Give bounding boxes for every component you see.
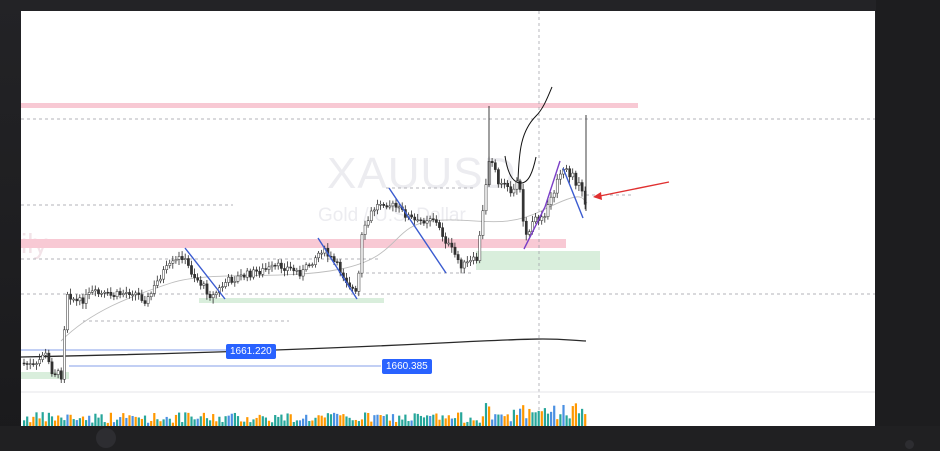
support-zone-left bbox=[21, 372, 69, 379]
dashed-levels bbox=[21, 11, 875, 426]
resistance-zone-mid bbox=[21, 239, 566, 248]
price-tag-1661[interactable]: 1661.220 bbox=[226, 344, 276, 359]
support-zone-mid bbox=[199, 298, 384, 303]
short-moving-average bbox=[60, 196, 588, 342]
resistance-zone-top bbox=[21, 103, 638, 108]
price-chart[interactable] bbox=[21, 11, 875, 426]
volume-bars bbox=[23, 403, 587, 426]
freehand-drawing bbox=[504, 86, 553, 184]
right-toolbar-strip bbox=[876, 0, 940, 451]
avatar-icon bbox=[96, 428, 116, 448]
chart-panel[interactable]: ily XAUUSD Gold / U.S. Dollar bbox=[21, 11, 875, 426]
support-zone-right bbox=[476, 251, 600, 270]
annotation-arrow bbox=[594, 181, 670, 198]
price-tag-1660[interactable]: 1660.385 bbox=[382, 359, 432, 374]
long-moving-average bbox=[21, 338, 587, 358]
trendlines bbox=[184, 167, 584, 300]
menu-icon bbox=[905, 440, 914, 449]
arrow-head bbox=[593, 192, 602, 200]
bottom-status-strip bbox=[0, 426, 940, 451]
wedge-line bbox=[523, 160, 561, 250]
symbol-watermark: XAUUSD bbox=[327, 149, 517, 198]
